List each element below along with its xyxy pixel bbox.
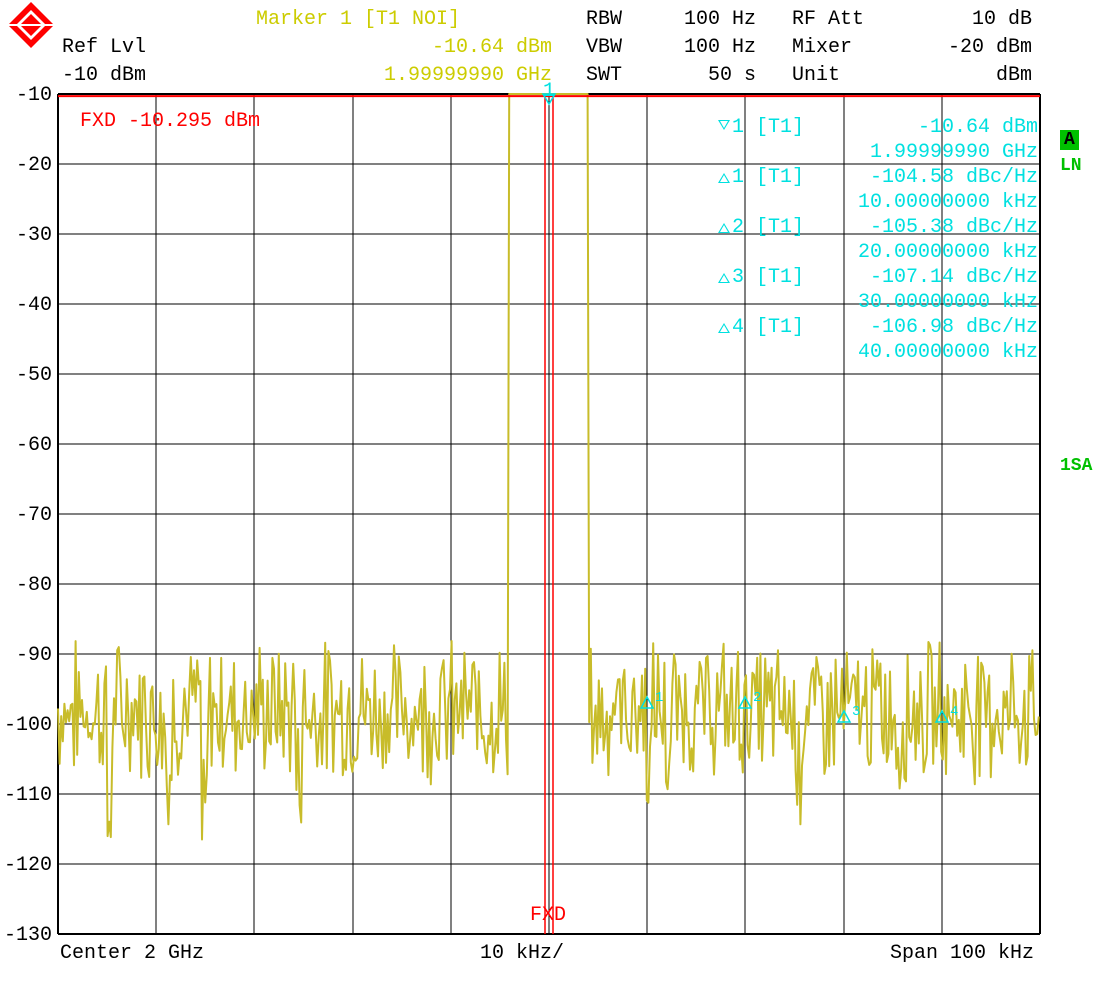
marker-table-row: 1 [T1] [718,116,804,139]
y-axis-tick-label: -120 [2,854,52,877]
marker-table-freq: 30.00000000 kHz [830,291,1038,314]
marker-table-value: -10.64 dBm [830,116,1038,139]
reference-fxd-label: FXD -10.295 dBm [80,110,260,133]
delta-marker-icon [718,223,730,233]
marker-table-row: 3 [T1] [718,266,804,289]
nabla-marker-icon [718,120,730,130]
marker-table-trace: [T1] [756,166,804,189]
marker-table-freq: 1.99999990 GHz [830,141,1038,164]
marker-table-row: 4 [T1] [718,316,804,339]
marker-table-value: -105.38 dBc/Hz [830,216,1038,239]
y-axis-tick-label: -60 [2,434,52,457]
marker-table-value: -107.14 dBc/Hz [830,266,1038,289]
y-axis-tick-label: -40 [2,294,52,317]
marker-table-trace: [T1] [756,216,804,239]
marker-table-id: 1 [732,116,756,139]
svg-text:1: 1 [655,690,663,706]
marker-table-freq: 20.00000000 kHz [830,241,1038,264]
marker-table-id: 1 [732,166,756,189]
delta-marker-icon [718,173,730,183]
y-axis-tick-label: -50 [2,364,52,387]
y-axis-tick-label: -30 [2,224,52,247]
svg-text:3: 3 [852,704,860,720]
footer-center-freq: Center 2 GHz [60,942,204,965]
y-axis-tick-label: -10 [2,84,52,107]
y-axis-tick-label: -110 [2,784,52,807]
marker-table-value: -106.98 dBc/Hz [830,316,1038,339]
reference-fxd-bottom-label: FXD [530,904,566,927]
marker-table-trace: [T1] [756,266,804,289]
marker-table-trace: [T1] [756,316,804,339]
marker-table-row: 2 [T1] [718,216,804,239]
y-axis-tick-label: -90 [2,644,52,667]
footer-div: 10 kHz/ [480,942,564,965]
delta-marker-icon [718,273,730,283]
marker-table-id: 3 [732,266,756,289]
svg-text:2: 2 [753,690,761,706]
svg-text:4: 4 [950,704,958,720]
marker-table-row: 1 [T1] [718,166,804,189]
y-axis-tick-label: -100 [2,714,52,737]
footer-span: Span 100 kHz [890,942,1034,965]
marker-table-id: 4 [732,316,756,339]
delta-marker-icon [718,323,730,333]
marker-table-trace: [T1] [756,116,804,139]
marker-table-value: -104.58 dBc/Hz [830,166,1038,189]
marker-table-id: 2 [732,216,756,239]
y-axis-tick-label: -130 [2,924,52,947]
marker-table-freq: 10.00000000 kHz [830,191,1038,214]
spectrum-analyzer-screenshot: { "logo": { "primary_color": "#ff0000", … [0,0,1120,986]
peak-marker-flag-number: 1 [543,80,555,103]
y-axis-tick-label: -20 [2,154,52,177]
y-axis-tick-label: -70 [2,504,52,527]
y-axis-tick-label: -80 [2,574,52,597]
marker-table-freq: 40.00000000 kHz [830,341,1038,364]
